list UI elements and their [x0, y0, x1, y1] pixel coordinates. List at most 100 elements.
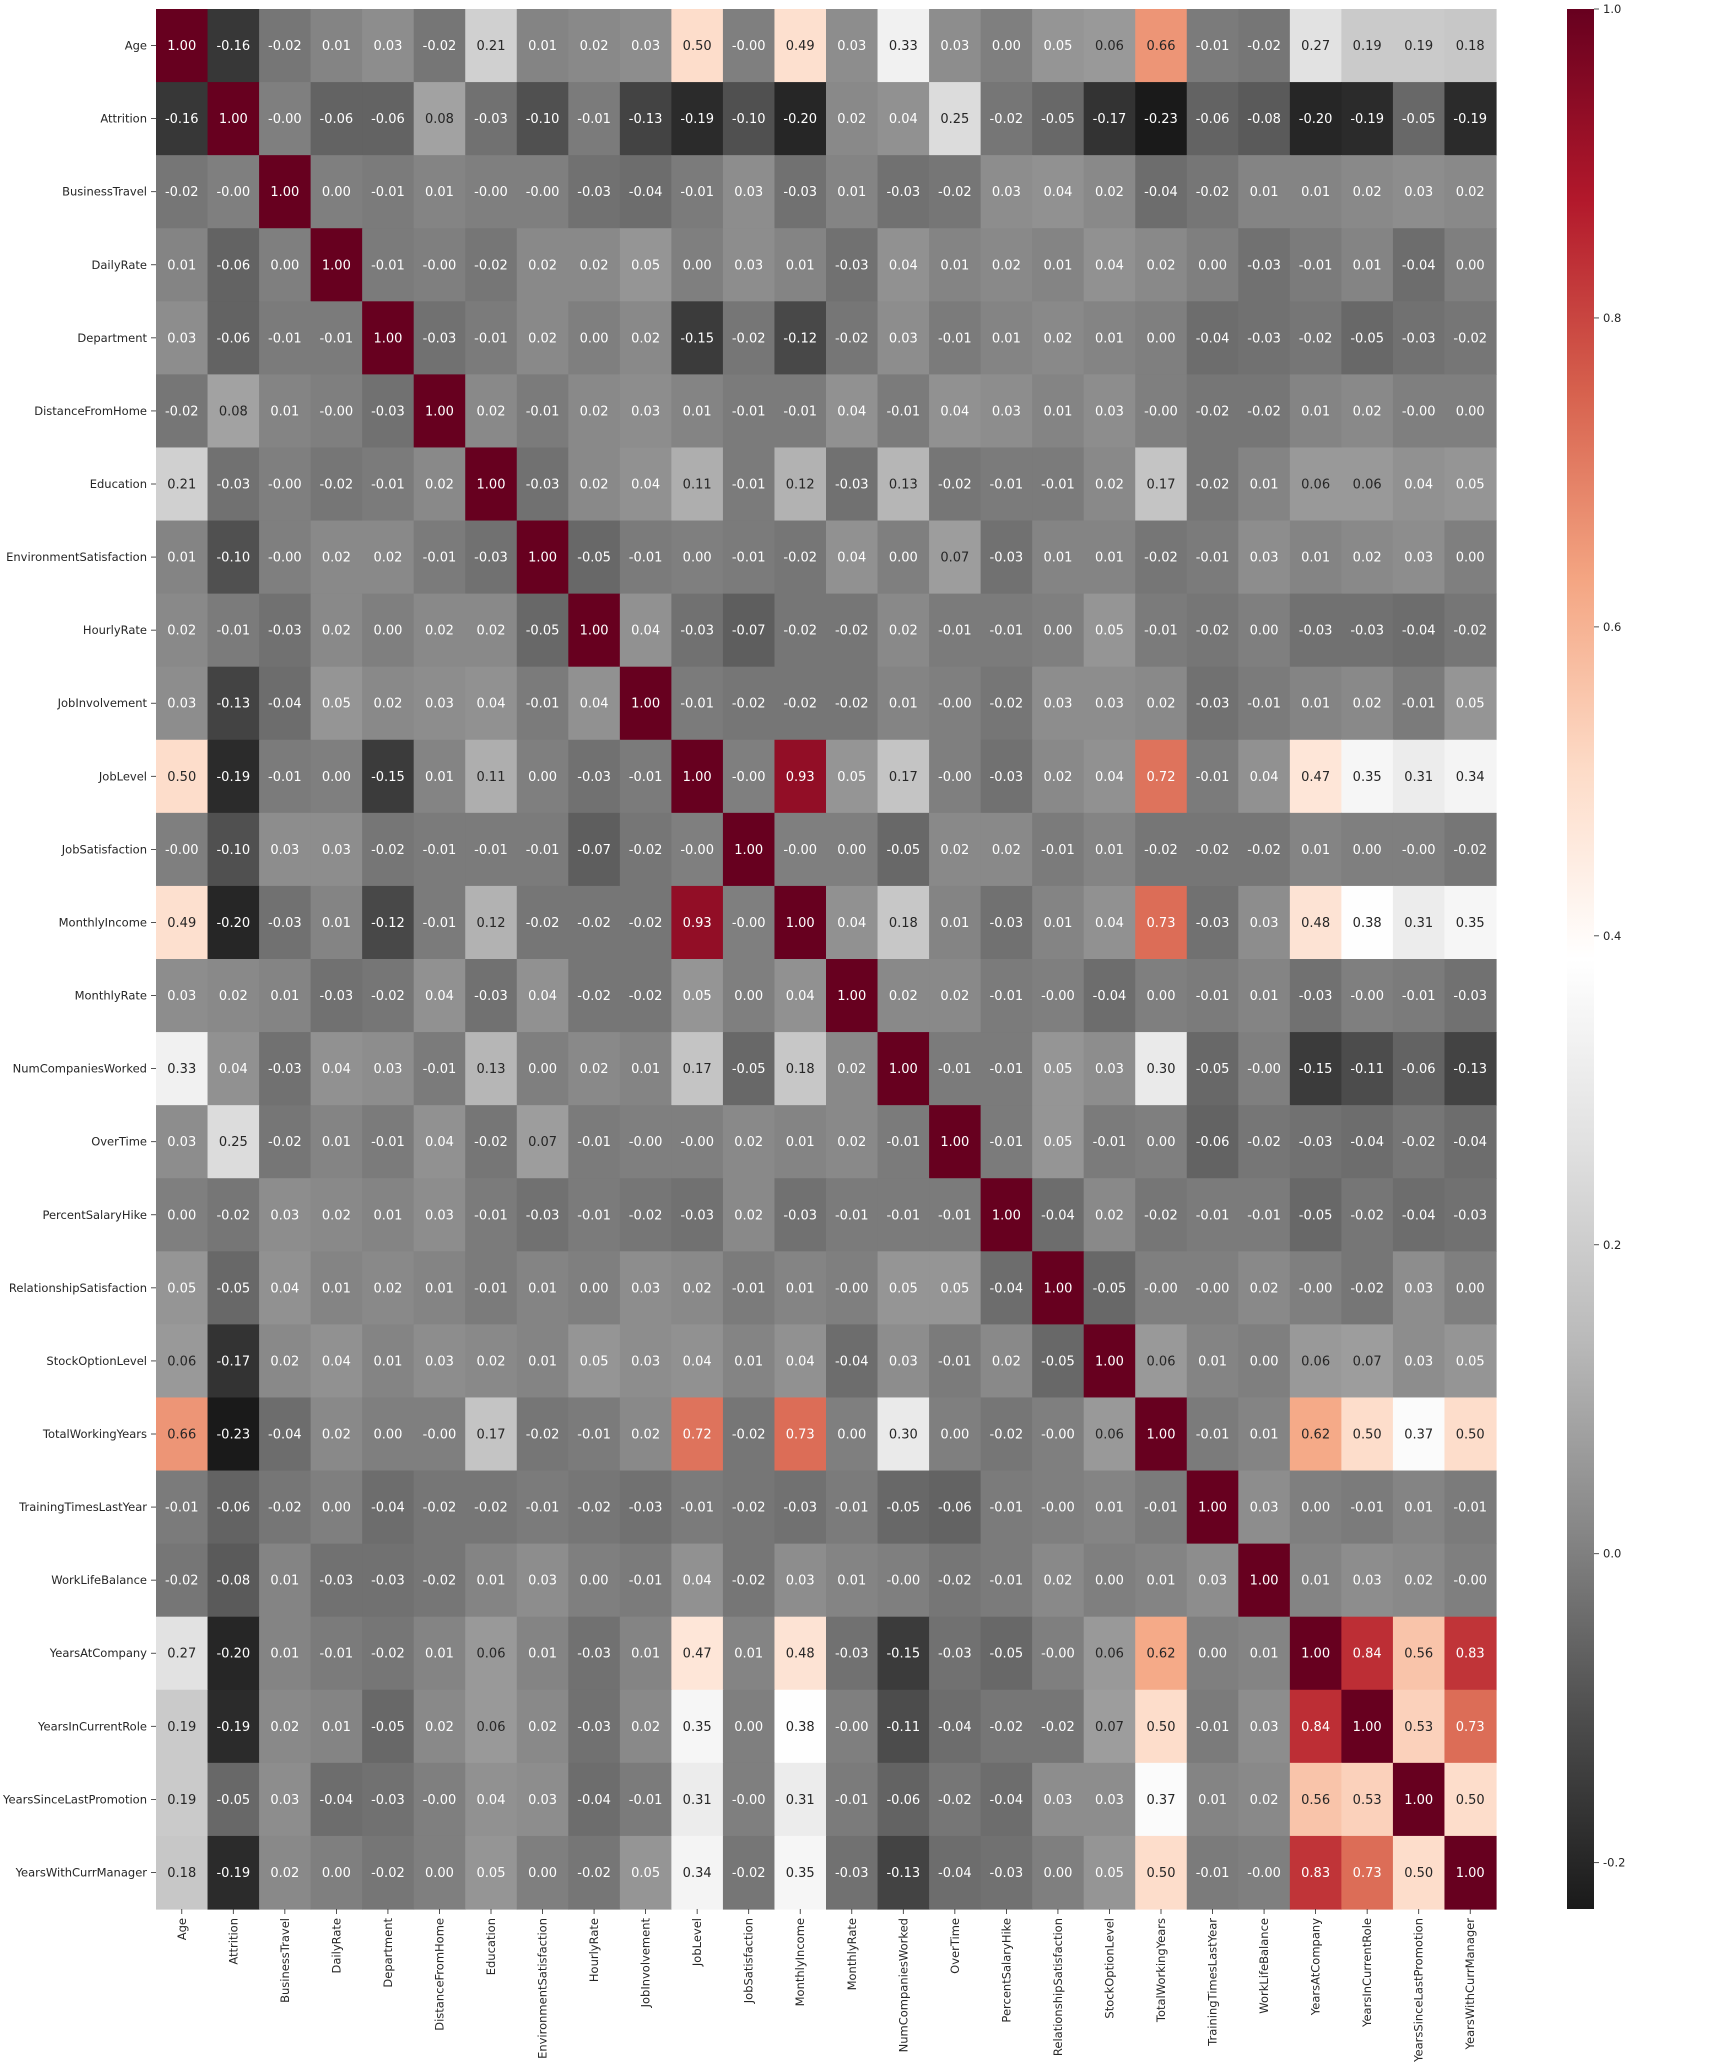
- heatmap-cell: [156, 666, 209, 741]
- cell-value-label: 1.00: [631, 697, 660, 712]
- heatmap-cell: [1289, 1689, 1342, 1764]
- cell-value-label: -0.01: [216, 624, 250, 639]
- heatmap-cell: [877, 1251, 930, 1325]
- cell-value-label: 0.02: [1043, 331, 1072, 346]
- heatmap-cell: [1289, 1470, 1342, 1545]
- cell-value-label: 0.07: [1095, 1720, 1124, 1735]
- heatmap-cell: [1392, 1251, 1446, 1325]
- cell-value-label: 0.25: [940, 112, 969, 127]
- cell-value-label: -0.02: [629, 843, 663, 858]
- heatmap-cell: [774, 666, 827, 741]
- cell-value-label: -0.02: [474, 1135, 508, 1150]
- heatmap-cell: [568, 228, 621, 302]
- heatmap-cell: [1135, 1251, 1188, 1325]
- heatmap-cell: [980, 1689, 1033, 1764]
- heatmap-cell: [929, 1397, 982, 1472]
- heatmap-cell: [1186, 959, 1239, 1033]
- heatmap-cell: [310, 520, 363, 595]
- heatmap-cell: [568, 447, 621, 522]
- heatmap-cell: [1392, 9, 1446, 83]
- heatmap-cell: [516, 155, 569, 229]
- cell-value-label: 0.11: [477, 770, 506, 785]
- cell-value-label: -0.20: [216, 1647, 250, 1662]
- cell-value-label: -0.02: [835, 331, 869, 346]
- cell-value-label: 0.02: [889, 989, 918, 1004]
- cell-value-label: -0.16: [165, 112, 199, 127]
- cell-value-label: -0.04: [1402, 258, 1436, 273]
- cell-value-label: -0.17: [216, 1354, 250, 1369]
- x-tick-label: TrainingTimesLastYear: [1206, 1918, 1220, 2047]
- y-tick-label: YearsInCurrentRole: [37, 1719, 147, 1733]
- heatmap-cell: [259, 1251, 312, 1325]
- heatmap-cell: [1083, 593, 1136, 668]
- heatmap-cell: [1238, 1762, 1291, 1837]
- heatmap-cell: [1392, 1324, 1446, 1399]
- heatmap-cell: [1341, 812, 1394, 887]
- heatmap-cell: [207, 9, 260, 83]
- x-tick-label: Age: [175, 1918, 189, 1940]
- cell-value-label: -0.01: [577, 1208, 611, 1223]
- cell-value-label: -0.03: [1247, 258, 1281, 273]
- cell-value-label: 0.04: [1095, 258, 1124, 273]
- cell-value-label: 0.04: [1404, 478, 1433, 493]
- cell-value-label: -0.03: [783, 185, 817, 200]
- cell-value-label: 0.05: [631, 1866, 660, 1881]
- heatmap-cell: [1186, 1689, 1239, 1764]
- cell-value-label: -0.04: [1402, 1208, 1436, 1223]
- cell-value-label: -0.02: [423, 39, 457, 54]
- heatmap-cell: [1444, 1178, 1497, 1252]
- cell-value-label: -0.04: [1402, 624, 1436, 639]
- heatmap-cell: [1186, 1397, 1239, 1472]
- heatmap-cell: [1289, 228, 1342, 302]
- heatmap-cell: [156, 812, 209, 887]
- cell-value-label: -0.01: [990, 478, 1024, 493]
- heatmap-cell: [516, 1762, 569, 1837]
- cell-value-label: 0.56: [1404, 1647, 1433, 1662]
- cell-value-label: -0.19: [1453, 112, 1487, 127]
- heatmap-cell: [671, 739, 724, 814]
- cell-value-label: 0.02: [528, 331, 557, 346]
- cell-value-label: 1.00: [477, 478, 506, 493]
- heatmap-cell: [1135, 812, 1188, 887]
- cell-value-label: -0.03: [577, 185, 611, 200]
- colorbar-tick-label: 0.6: [1603, 620, 1621, 634]
- cell-value-label: -0.01: [1041, 843, 1075, 858]
- cell-value-label: -0.05: [886, 843, 920, 858]
- heatmap-cell: [1032, 1178, 1085, 1252]
- heatmap-cell: [465, 9, 518, 83]
- y-tick-label: Education: [90, 477, 147, 491]
- cell-value-label: 0.17: [683, 1062, 712, 1077]
- heatmap-cell: [774, 959, 827, 1033]
- cell-value-label: 0.00: [889, 551, 918, 566]
- cell-value-label: -0.01: [990, 1062, 1024, 1077]
- heatmap-cell: [1186, 1105, 1239, 1179]
- cell-value-label: 0.01: [683, 404, 712, 419]
- cell-value-label: 0.00: [1301, 1501, 1330, 1516]
- heatmap-cell: [1444, 1324, 1497, 1399]
- heatmap-cell: [774, 1397, 827, 1472]
- cell-value-label: -0.01: [371, 258, 405, 273]
- cell-value-label: -0.03: [1196, 697, 1230, 712]
- heatmap-cell: [1032, 1251, 1085, 1325]
- heatmap-cell: [1289, 82, 1342, 156]
- heatmap-cell: [1289, 301, 1342, 375]
- cell-value-label: 0.03: [1095, 1793, 1124, 1808]
- cell-value-label: -0.01: [423, 551, 457, 566]
- cell-value-label: -0.01: [1453, 1501, 1487, 1516]
- heatmap-cell: [722, 593, 776, 668]
- heatmap-cell: [1135, 1397, 1188, 1472]
- cell-value-label: 0.01: [1250, 989, 1279, 1004]
- cell-value-label: -0.06: [938, 1501, 972, 1516]
- heatmap-cell: [1083, 666, 1136, 741]
- heatmap-cell: [929, 520, 982, 595]
- cell-value-label: 0.02: [1147, 697, 1176, 712]
- heatmap-cell: [619, 666, 672, 741]
- heatmap-cell: [619, 520, 672, 595]
- cell-value-label: -0.01: [680, 185, 714, 200]
- cell-value-label: -0.02: [783, 551, 817, 566]
- heatmap-cell: [980, 1324, 1033, 1399]
- heatmap-cell: [413, 155, 466, 229]
- heatmap-cell: [722, 447, 776, 522]
- heatmap-cell: [1135, 593, 1188, 668]
- cell-value-label: 0.50: [167, 770, 196, 785]
